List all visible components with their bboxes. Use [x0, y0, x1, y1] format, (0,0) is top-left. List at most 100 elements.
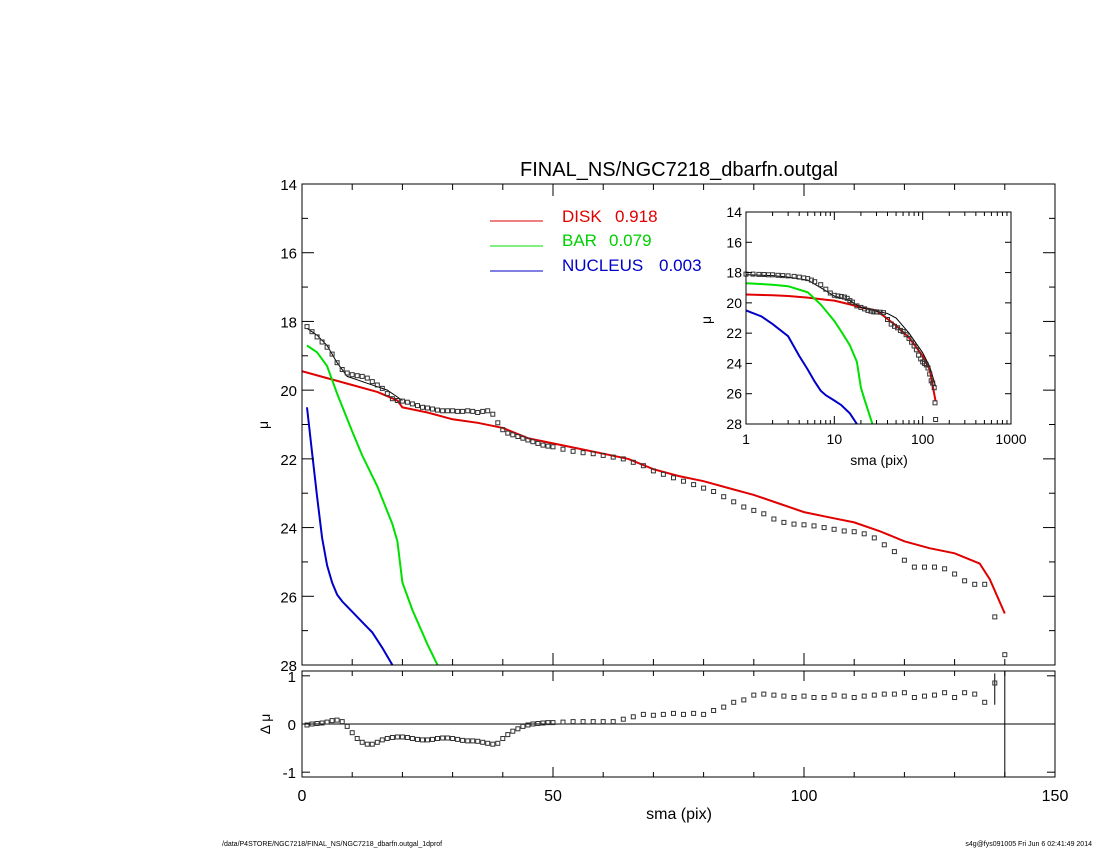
main-data-point — [610, 454, 616, 460]
residual-data-point — [409, 736, 415, 741]
main-ytick-label: 14 — [280, 177, 297, 194]
residual-data-point — [440, 735, 446, 741]
main-data-point — [354, 373, 360, 379]
residual-xtick-label: 150 — [1042, 788, 1069, 805]
inset-ytick-label: 26 — [726, 386, 742, 402]
residual-data-point — [329, 718, 335, 724]
residual-data-point — [520, 723, 526, 729]
inset-xtick-label: 1 — [742, 431, 750, 447]
inset-data-point — [823, 286, 829, 292]
legend-value-nucleus: 0.003 — [659, 256, 702, 275]
residual-data-point — [445, 735, 451, 741]
main-data-point — [409, 401, 415, 407]
inset-data-point — [931, 385, 937, 391]
inset-ytick-label: 14 — [726, 204, 742, 220]
inset-line-nucleus — [746, 309, 858, 424]
main-data-point — [500, 427, 506, 433]
residual-data-point — [701, 711, 707, 717]
main-data-point — [891, 549, 897, 555]
residual-data-point — [404, 735, 410, 740]
residual-data-point — [369, 741, 375, 747]
residual-data-point — [992, 680, 998, 686]
inset-data-point — [841, 294, 847, 300]
main-data-point — [660, 471, 666, 477]
residual-data-point — [560, 719, 566, 725]
main-data-point — [811, 523, 817, 529]
main-plot-panel: 14 16 18 20 22 24 26 28 μ — [255, 177, 1056, 675]
inset-plot-panel: 14 16 18 20 22 24 26 281 10 100 1000 μ sma (pix) — [698, 204, 1027, 468]
inset-xlabel: sma (pix) — [850, 452, 908, 468]
residual-data-point — [344, 723, 350, 729]
main-data-point — [871, 535, 877, 541]
main-data-point — [364, 375, 370, 381]
main-data-point — [359, 373, 365, 379]
inset-ytick-label: 18 — [726, 265, 742, 281]
inset-data-point — [785, 273, 791, 279]
main-data-point — [711, 489, 717, 494]
residual-data-point — [314, 721, 320, 726]
residual-data-point — [455, 736, 461, 742]
residual-data-point — [339, 719, 345, 725]
residual-data-point — [691, 710, 697, 716]
residual-data-point — [485, 740, 491, 746]
residual-data-point — [470, 738, 476, 744]
main-title: FINAL_NS/NGC7218_dbarfn.outgal — [520, 159, 838, 181]
residual-data-point — [751, 692, 757, 698]
residual-data-point — [364, 741, 370, 747]
residual-data-point — [334, 717, 340, 723]
residual-data-point — [871, 692, 877, 698]
residual-ytick-label: -1 — [283, 765, 296, 782]
main-data-point — [851, 529, 857, 535]
main-ytick-label: 26 — [280, 589, 297, 606]
legend: DISK 0.918 BAR 0.079 NUCLEUS 0.003 — [490, 207, 702, 275]
inset-data-point — [780, 273, 786, 279]
residual-data-point — [379, 737, 385, 743]
residual-ytick-label: 0 — [288, 717, 296, 734]
main-data-point — [831, 526, 837, 532]
residual-data-point — [510, 728, 516, 734]
main-data-point — [465, 408, 471, 414]
main-data-point — [600, 452, 606, 458]
residual-data-point — [640, 711, 646, 717]
residual-data-point — [922, 693, 927, 699]
residual-data-point — [535, 721, 541, 726]
main-data-point — [781, 519, 787, 525]
inset-data-point — [925, 365, 931, 371]
inset-xtick-label: 10 — [827, 431, 843, 447]
residual-data-point — [319, 720, 325, 726]
legend-label-bar: BAR — [562, 231, 597, 250]
residual-data-point — [660, 711, 666, 717]
residual-data-point — [781, 693, 787, 699]
main-data-point — [470, 408, 476, 414]
residual-ytick-label: 1 — [288, 669, 296, 686]
residual-data-point — [811, 695, 817, 700]
residual-data-point — [982, 699, 988, 705]
inset-ytick-label: 22 — [726, 325, 742, 341]
inset-ytick-label: 28 — [726, 416, 742, 432]
residual-frame — [301, 670, 1056, 778]
main-data-point — [992, 614, 998, 620]
inset-data-points — [743, 271, 939, 422]
inset-data-point — [871, 309, 877, 315]
residual-data-point — [480, 739, 486, 745]
inset-ytick-label: 20 — [726, 295, 742, 311]
main-data-point — [515, 434, 521, 439]
residual-data-point — [460, 737, 466, 743]
residual-data-point — [349, 730, 355, 736]
residual-data-point — [399, 734, 405, 740]
main-data-point — [560, 446, 566, 452]
inset-xtick-label: 1000 — [995, 431, 1026, 447]
inset-data-point — [868, 308, 874, 314]
main-data-point — [701, 485, 707, 491]
residual-data-point — [545, 720, 551, 726]
main-data-point — [530, 439, 536, 445]
residual-data-point — [354, 736, 360, 741]
main-ytick-label: 28 — [280, 658, 297, 675]
residual-data-point — [610, 719, 616, 725]
residual-data-point — [425, 737, 430, 743]
inset-frame — [745, 211, 1012, 425]
residual-data-point — [831, 692, 837, 698]
inset-data-point — [770, 272, 776, 278]
main-data-point — [384, 391, 390, 397]
inset-data-point — [877, 309, 883, 315]
